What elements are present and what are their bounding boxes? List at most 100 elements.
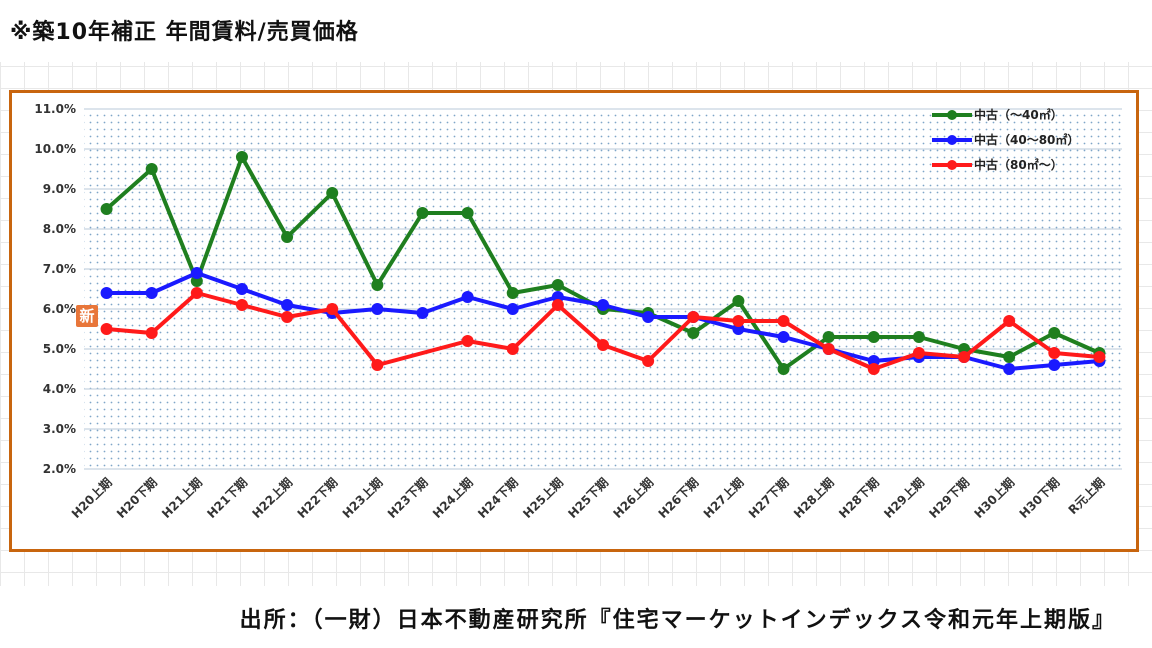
series-3	[100, 287, 1106, 375]
data-point	[100, 287, 113, 299]
y-tick-label: 9.0%	[43, 182, 76, 196]
data-point	[506, 343, 519, 355]
data-point	[371, 303, 384, 315]
data-point	[867, 331, 880, 343]
legend-item: 中古（40～80㎡）	[932, 132, 1079, 147]
data-point	[551, 279, 564, 291]
x-tick-label: H25下期	[565, 475, 611, 521]
footer-area	[0, 586, 1152, 648]
x-tick-label: H23上期	[339, 475, 385, 521]
x-tick-label: H27上期	[700, 475, 746, 521]
data-point	[190, 267, 203, 279]
data-point	[732, 315, 745, 327]
y-tick-label: 10.0%	[34, 142, 76, 156]
data-point	[235, 299, 248, 311]
data-point	[281, 311, 294, 323]
y-tick-label: 3.0%	[43, 422, 76, 436]
data-point	[642, 355, 655, 367]
data-point	[190, 287, 203, 299]
x-tick-label: H29下期	[926, 475, 972, 521]
legend-item: 中古（80㎡～）	[932, 157, 1063, 172]
data-point	[371, 359, 384, 371]
data-point	[461, 335, 474, 347]
data-point	[416, 207, 429, 219]
legend: 中古（～40㎡） 中古（40～80㎡） 中古（80㎡～）	[932, 107, 1079, 172]
series-layer	[100, 151, 1106, 375]
data-point	[506, 303, 519, 315]
data-point	[326, 187, 339, 199]
x-tick-label: H20下期	[113, 475, 159, 521]
x-tick-label: H23下期	[384, 475, 430, 521]
data-point	[506, 287, 519, 299]
y-tick-label: 11.0%	[34, 102, 76, 116]
y-tick-label: 5.0%	[43, 342, 76, 356]
x-tick-label: H30下期	[1016, 475, 1062, 521]
legend-marker	[947, 110, 957, 120]
data-point	[597, 299, 609, 311]
data-point	[1048, 347, 1061, 359]
data-point	[822, 331, 835, 343]
data-point	[1093, 351, 1106, 363]
data-point	[912, 331, 925, 343]
data-point	[642, 311, 655, 323]
data-point	[100, 203, 113, 215]
data-point	[281, 231, 294, 243]
header-area	[0, 0, 1152, 62]
data-point	[958, 351, 971, 363]
page-title: ※築10年補正 年間賃料/売買価格	[10, 20, 359, 45]
x-tick-label: H22上期	[249, 475, 295, 521]
data-point	[822, 343, 835, 355]
legend-label: 中古（80㎡～）	[974, 157, 1063, 172]
x-tick-label: H26上期	[610, 475, 656, 521]
series-1	[100, 151, 1106, 375]
data-point	[777, 315, 790, 327]
y-axis-ticks: 2.0% 3.0% 4.0% 5.0% 6.0% 7.0% 8.0% 9.0% 10.0% 11.…	[34, 102, 76, 476]
data-point	[777, 363, 790, 375]
data-point	[912, 347, 925, 359]
data-point	[687, 311, 700, 323]
data-point	[145, 327, 158, 339]
data-point	[145, 287, 158, 299]
legend-marker	[947, 135, 957, 145]
data-point	[235, 283, 248, 295]
data-point	[551, 299, 564, 311]
x-tick-label: H21下期	[204, 475, 250, 521]
data-point	[1003, 363, 1016, 375]
x-tick-label: R元上期	[1065, 475, 1108, 518]
x-tick-label: H28下期	[835, 475, 881, 521]
new-badge-icon: 新	[76, 305, 98, 327]
y-tick-label: 8.0%	[43, 222, 76, 236]
x-tick-label: H24下期	[474, 475, 520, 521]
data-point	[777, 331, 790, 343]
data-point	[687, 327, 700, 339]
x-tick-label: H22下期	[294, 475, 340, 521]
y-tick-label: 6.0%	[43, 302, 76, 316]
line-chart: 2.0% 3.0% 4.0% 5.0% 6.0% 7.0% 8.0% 9.0% 10.0% 11.…	[34, 102, 1122, 521]
data-point	[416, 307, 429, 319]
data-point	[281, 299, 294, 311]
y-tick-label: 7.0%	[43, 262, 76, 276]
x-tick-label: H25上期	[519, 475, 565, 521]
x-tick-label: H28上期	[790, 475, 836, 521]
data-point	[461, 291, 474, 303]
data-point	[1003, 351, 1016, 363]
x-tick-label: H30上期	[971, 475, 1017, 521]
data-point	[597, 339, 609, 351]
data-point	[100, 323, 113, 335]
x-tick-label: H29上期	[881, 475, 927, 521]
source-note: 出所：（一財）日本不動産研究所『住宅マーケットインデックス令和元年上期版』	[239, 608, 1116, 633]
data-point	[732, 295, 745, 307]
x-tick-label: H24上期	[429, 475, 475, 521]
x-tick-label: H27下期	[745, 475, 791, 521]
data-point	[867, 363, 880, 375]
legend-marker	[947, 160, 957, 170]
series-line	[106, 291, 1100, 371]
data-point	[1048, 327, 1061, 339]
data-point	[1003, 315, 1016, 327]
data-point	[461, 207, 474, 219]
data-point	[235, 151, 248, 163]
data-point	[371, 279, 384, 291]
y-tick-label: 2.0%	[43, 462, 76, 476]
data-point	[145, 163, 158, 175]
data-point	[326, 303, 339, 315]
